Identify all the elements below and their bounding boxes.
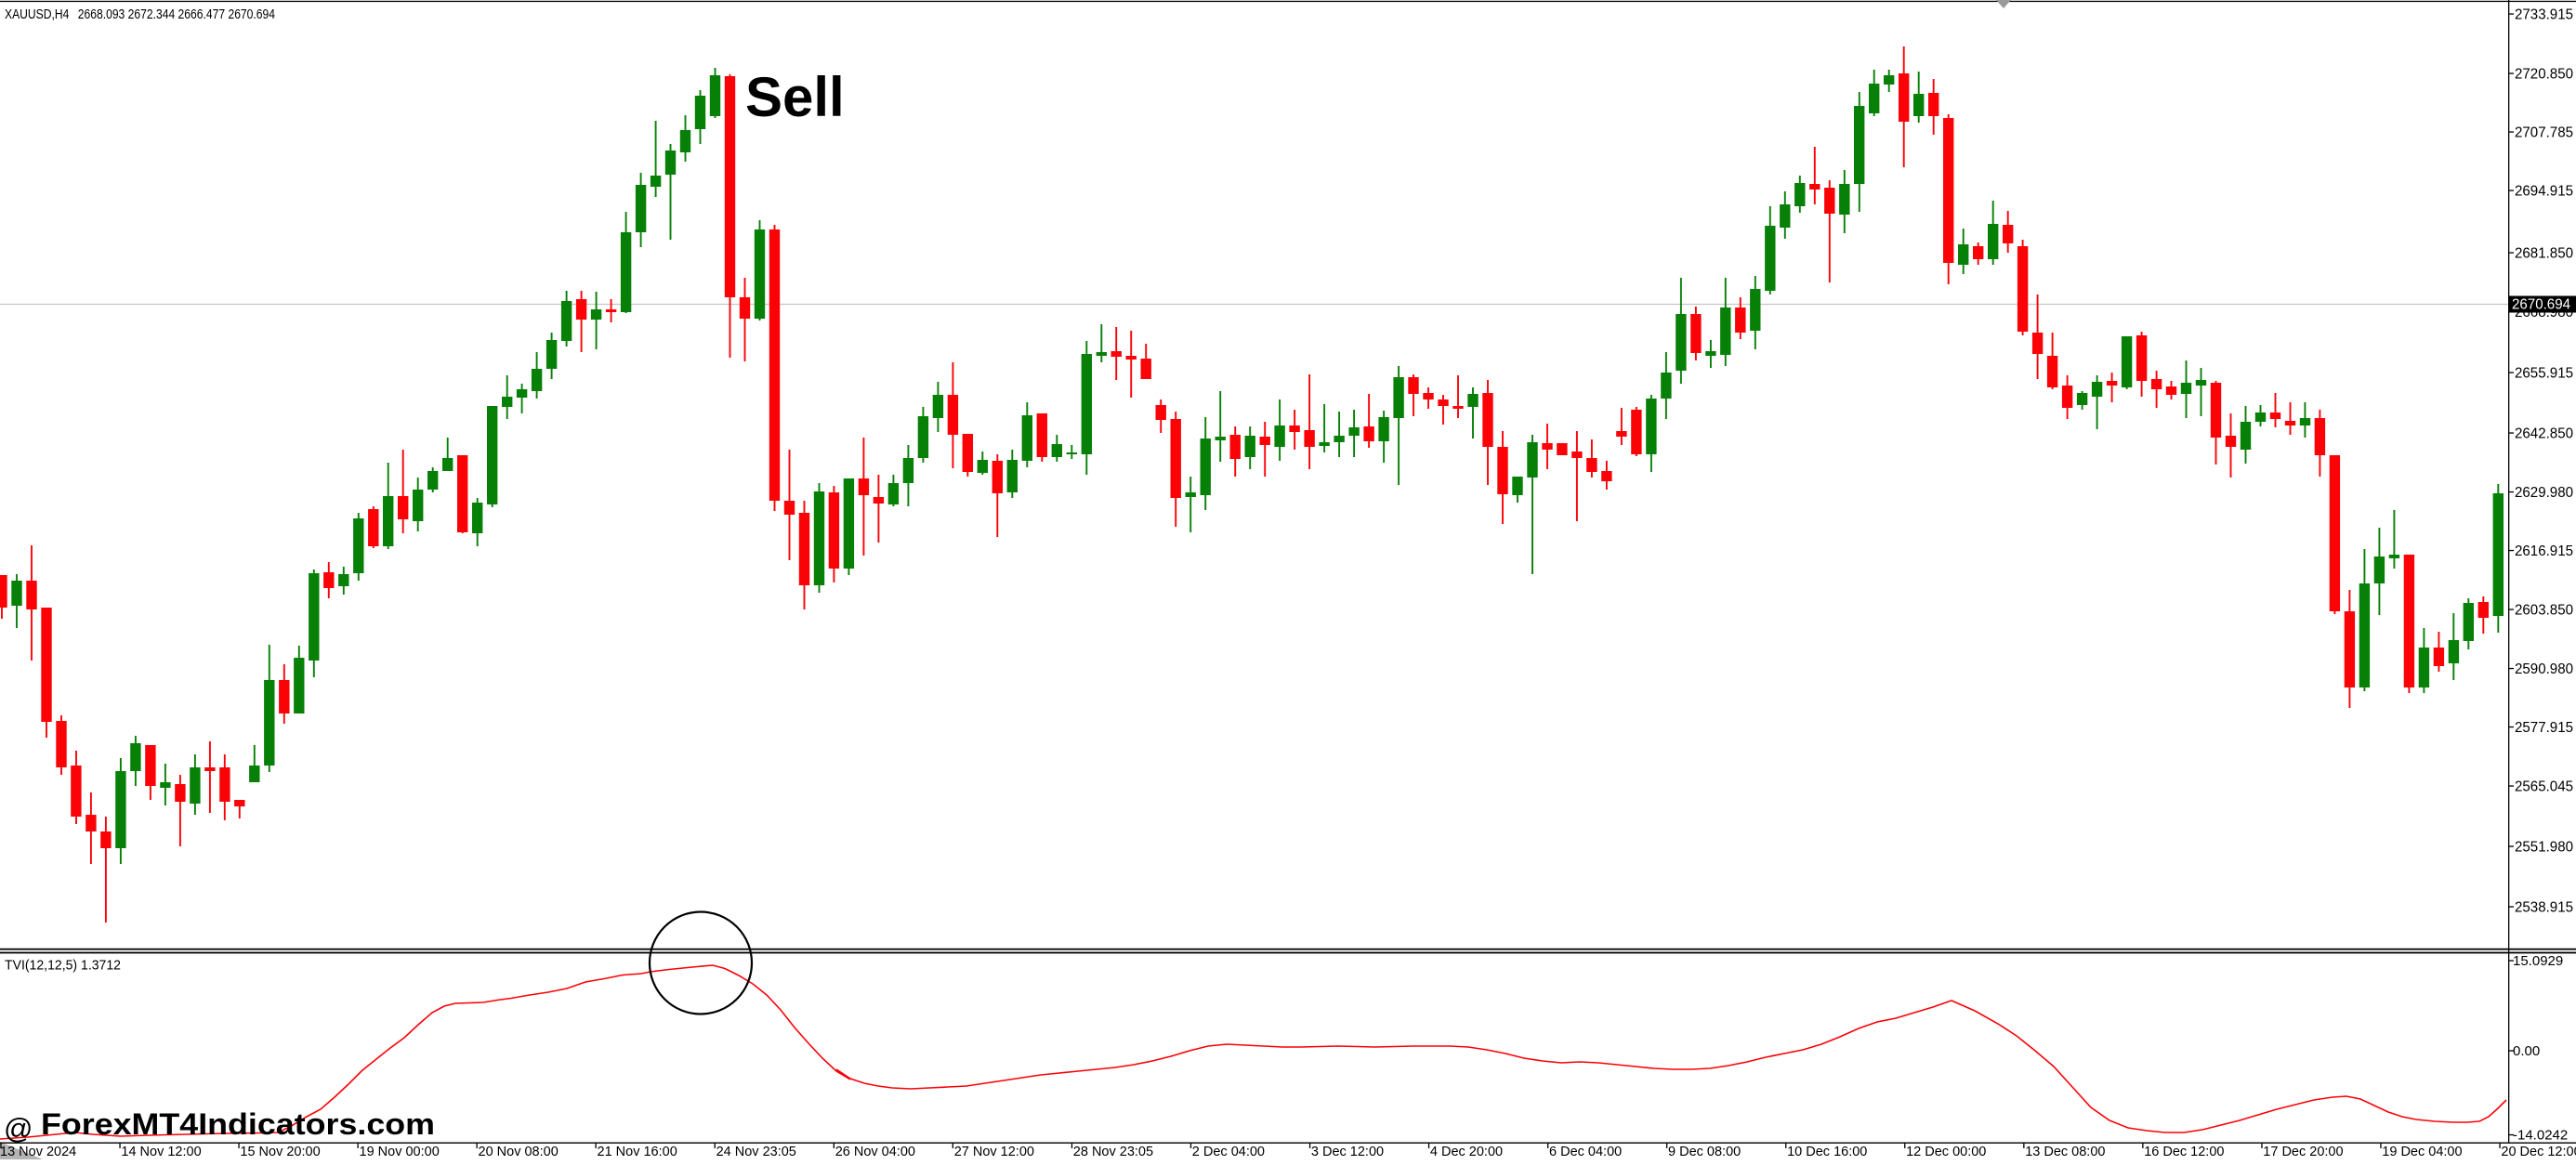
svg-text:21 Nov 16:00: 21 Nov 16:00 xyxy=(598,1145,677,1159)
svg-text:13 Nov 2024: 13 Nov 2024 xyxy=(0,1145,76,1159)
svg-text:2642.850: 2642.850 xyxy=(2515,426,2573,442)
svg-text:15 Nov 20:00: 15 Nov 20:00 xyxy=(240,1145,320,1159)
svg-text:10 Dec 16:00: 10 Dec 16:00 xyxy=(1787,1145,1867,1159)
svg-text:Sell: Sell xyxy=(745,66,845,128)
svg-text:19 Dec 04:00: 19 Dec 04:00 xyxy=(2382,1145,2462,1159)
svg-text:-14.0242: -14.0242 xyxy=(2513,1128,2568,1144)
svg-text:24 Nov 23:05: 24 Nov 23:05 xyxy=(716,1145,796,1159)
svg-text:XAUUSD,H4 2668.093 2672.344 2: XAUUSD,H4 2668.093 2672.344 2666.477 267… xyxy=(5,7,275,22)
svg-text:3 Dec 12:00: 3 Dec 12:00 xyxy=(1311,1145,1384,1159)
svg-text:27 Nov 12:00: 27 Nov 12:00 xyxy=(954,1145,1034,1159)
svg-text:14 Nov 12:00: 14 Nov 12:00 xyxy=(121,1145,201,1159)
svg-text:20 Dec 12:00: 20 Dec 12:00 xyxy=(2501,1145,2576,1159)
svg-text:ForexMT4Indicators.com: ForexMT4Indicators.com xyxy=(41,1107,435,1141)
svg-text:6 Dec 04:00: 6 Dec 04:00 xyxy=(1549,1145,1622,1159)
svg-text:2655.915: 2655.915 xyxy=(2515,366,2573,382)
svg-text:TVI(12,12,5) 1.3712: TVI(12,12,5) 1.3712 xyxy=(5,958,121,974)
svg-text:2681.850: 2681.850 xyxy=(2515,246,2573,262)
svg-text:26 Nov 04:00: 26 Nov 04:00 xyxy=(835,1145,915,1159)
svg-text:0.00: 0.00 xyxy=(2513,1043,2540,1059)
svg-text:2538.915: 2538.915 xyxy=(2515,900,2573,916)
svg-text:2694.915: 2694.915 xyxy=(2515,184,2573,200)
svg-text:19 Nov 00:00: 19 Nov 00:00 xyxy=(360,1145,440,1159)
svg-text:17 Dec 20:00: 17 Dec 20:00 xyxy=(2263,1145,2343,1159)
svg-text:2720.850: 2720.850 xyxy=(2515,67,2573,83)
svg-text:2707.785: 2707.785 xyxy=(2515,125,2573,141)
svg-text:4 Dec 20:00: 4 Dec 20:00 xyxy=(1430,1145,1503,1159)
svg-text:2733.915: 2733.915 xyxy=(2515,7,2573,23)
svg-text:2577.915: 2577.915 xyxy=(2515,720,2573,736)
svg-text:12 Dec 00:00: 12 Dec 00:00 xyxy=(1906,1145,1986,1159)
svg-text:13 Dec 08:00: 13 Dec 08:00 xyxy=(2025,1145,2105,1159)
svg-text:9 Dec 08:00: 9 Dec 08:00 xyxy=(1668,1145,1741,1159)
svg-text:2616.915: 2616.915 xyxy=(2515,543,2573,559)
svg-text:2603.850: 2603.850 xyxy=(2515,603,2573,619)
svg-text:15.0929: 15.0929 xyxy=(2513,953,2563,969)
svg-text:@: @ xyxy=(4,1112,33,1145)
svg-text:2551.980: 2551.980 xyxy=(2515,840,2573,856)
svg-text:2565.045: 2565.045 xyxy=(2515,779,2573,795)
svg-text:16 Dec 12:00: 16 Dec 12:00 xyxy=(2144,1145,2224,1159)
svg-text:2590.980: 2590.980 xyxy=(2515,661,2573,677)
svg-text:20 Nov 08:00: 20 Nov 08:00 xyxy=(479,1145,559,1159)
svg-text:2 Dec 04:00: 2 Dec 04:00 xyxy=(1192,1145,1265,1159)
svg-text:28 Nov 23:05: 28 Nov 23:05 xyxy=(1073,1145,1153,1159)
svg-text:2629.980: 2629.980 xyxy=(2515,485,2573,501)
svg-text:2670.694: 2670.694 xyxy=(2512,297,2570,313)
